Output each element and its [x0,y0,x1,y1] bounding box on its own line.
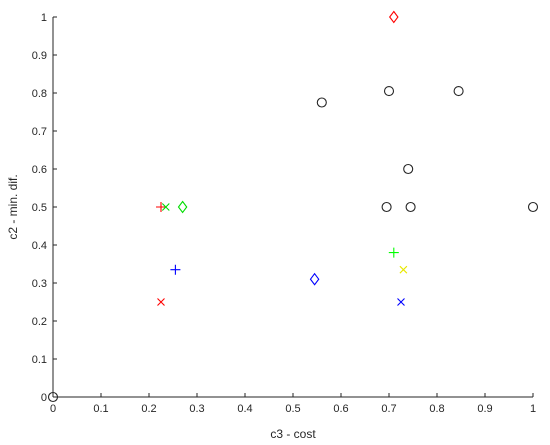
y-tick-label: 0.1 [32,354,47,366]
data-point-plus [388,247,399,258]
data-point-cross [399,265,408,274]
data-point-circle [405,201,416,213]
data-point-cross [157,298,165,306]
x-tick-label: 0.3 [189,403,204,415]
data-point-circle [316,97,327,108]
y-tick-label: 0.4 [32,240,47,252]
x-tick-label: 0.5 [285,403,300,415]
x-tick-label: 0.7 [381,403,396,415]
y-tick-label: 0.3 [32,278,47,290]
y-ticks: 0 0.1 0.2 0.3 0.4 0.5 0.6 0.7 0.8 0.9 1 [32,12,57,404]
data-point-plus [156,202,166,212]
data-markers [47,10,539,403]
data-point-plus [170,264,181,275]
data-point-circle [527,201,539,213]
y-tick-label: 0.8 [32,88,47,100]
x-tick-label: 0.1 [93,403,108,415]
data-point-circle [381,201,392,213]
y-tick-label: 1 [41,12,47,24]
x-axis-label: c3 - cost [270,427,316,441]
data-point-diamond [388,10,399,24]
data-point-diamond [309,272,320,286]
x-tick-label: 0.4 [237,403,252,415]
x-ticks: 0 0.1 0.2 0.3 0.4 0.5 0.6 0.7 0.8 0.9 1 [50,393,536,415]
data-point-cross [397,298,405,306]
x-tick-label: 1 [530,403,536,415]
x-tick-label: 0 [50,403,56,415]
x-tick-label: 0.8 [429,403,444,415]
y-tick-label: 0.2 [32,316,47,328]
data-point-circle [453,86,464,97]
x-tick-label: 0.6 [333,403,348,415]
x-tick-label: 0.9 [477,403,492,415]
data-point-circle [383,86,395,97]
data-point-circle [403,163,414,175]
data-point-cross [161,203,170,211]
data-point-diamond [177,200,188,214]
y-axis-label: c2 - min. dif. [6,174,20,239]
y-tick-label: 0.7 [32,126,47,138]
y-tick-label: 0.9 [32,50,47,62]
y-tick-label: 0.6 [32,164,47,176]
y-tick-label: 0 [41,392,47,404]
x-tick-label: 0.2 [141,403,156,415]
data-point-circle [47,391,59,403]
plot-area [52,17,533,398]
y-tick-label: 0.5 [32,202,47,214]
